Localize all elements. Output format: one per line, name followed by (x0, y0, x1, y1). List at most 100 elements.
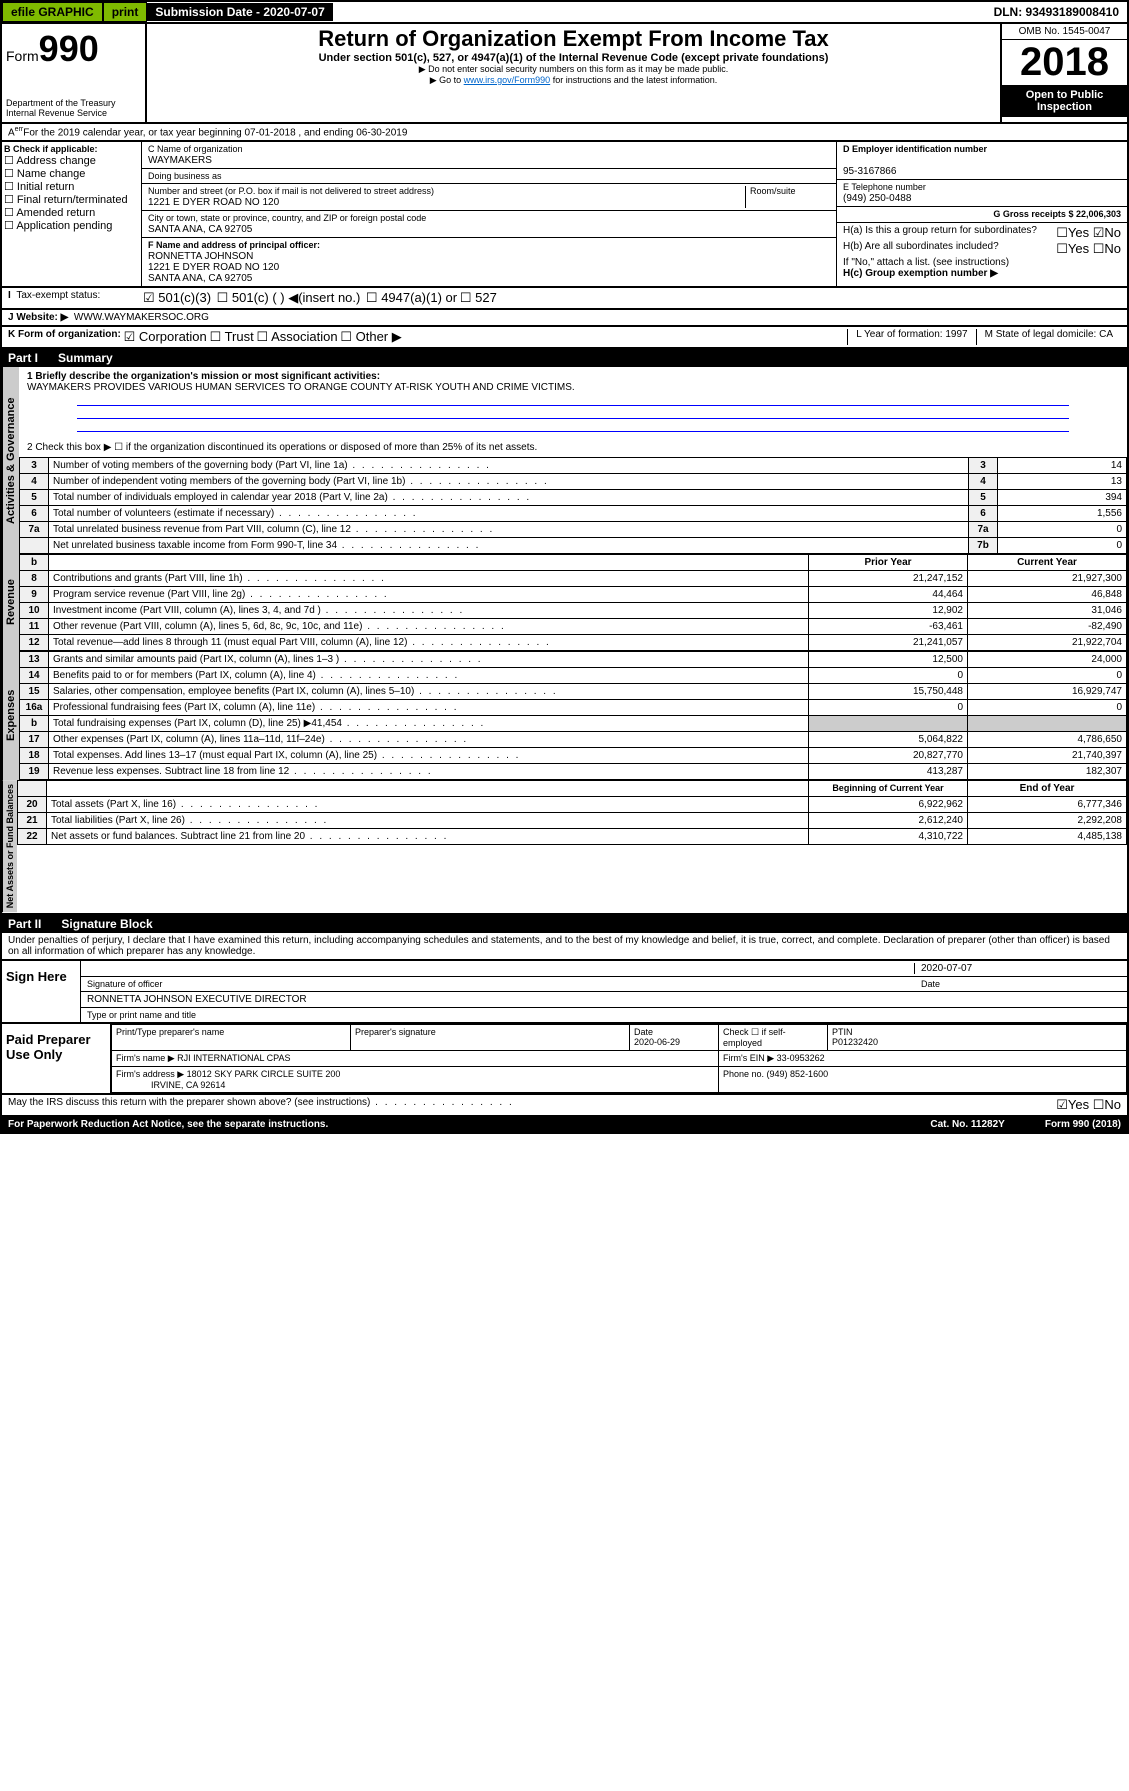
sig-officer-lbl: Signature of officer (87, 979, 915, 989)
firm-lbl: Firm's name ▶ (116, 1053, 175, 1063)
tab-expenses: Expenses (2, 651, 19, 780)
open-public: Open to Public (1026, 89, 1104, 101)
form-word: Form (6, 48, 39, 64)
ptin: P01232420 (832, 1037, 878, 1047)
hb-note: If "No," attach a list. (see instruction… (843, 257, 1121, 268)
cb-501c[interactable]: ☐ 501(c) ( ) ◀(insert no.) (217, 290, 361, 306)
form-title: Return of Organization Exempt From Incom… (149, 26, 998, 52)
officer-addr1: 1221 E DYER ROAD NO 120 (148, 262, 279, 273)
cb-assoc[interactable]: ☐ Association (257, 329, 338, 345)
subtitle-1: Under section 501(c), 527, or 4947(a)(1)… (149, 52, 998, 64)
hc-lbl: H(c) Group exemption number ▶ (843, 268, 1121, 279)
org-name: WAYMAKERS (148, 155, 212, 166)
cb-other[interactable]: ☐ Other ▶ (340, 329, 401, 345)
org-city: SANTA ANA, CA 92705 (148, 224, 252, 235)
sign-date: 2020-07-07 (921, 963, 972, 974)
type-lbl: Type or print name and title (81, 1008, 1127, 1022)
prep-date: 2020-06-29 (634, 1037, 680, 1047)
part2-header: Part IISignature Block (0, 915, 1129, 933)
perjury-text: Under penalties of perjury, I declare th… (0, 933, 1129, 961)
paid-preparer-block: Paid Preparer Use Only Print/Type prepar… (0, 1024, 1129, 1095)
topbar: efile GRAPHIC print Submission Date - 20… (0, 0, 1129, 24)
row-a-period: AerrFor the 2019 calendar year, or tax y… (0, 124, 1129, 142)
sub3a: ▶ Go to (430, 75, 464, 85)
dba-lbl: Doing business as (142, 169, 836, 184)
cb-initial[interactable]: ☐ Initial return (4, 180, 139, 193)
ein: 95-3167866 (843, 166, 896, 177)
cb-final[interactable]: ☐ Final return/terminated (4, 193, 139, 206)
cb-501c3[interactable]: ☑ 501(c)(3) (143, 290, 211, 306)
dept: Department of the Treasury (6, 98, 141, 108)
dln: DLN: 93493189008410 (986, 3, 1127, 21)
form-number: 990 (39, 28, 99, 69)
cb-name[interactable]: ☐ Name change (4, 167, 139, 180)
footer-row: For Paperwork Reduction Act Notice, see … (0, 1117, 1129, 1134)
c-name-lbl: C Name of organization (148, 144, 243, 154)
expenses-table: 13Grants and similar amounts paid (Part … (19, 651, 1127, 780)
tab-netassets: Net Assets or Fund Balances (2, 780, 17, 912)
mission-text: WAYMAKERS PROVIDES VARIOUS HUMAN SERVICE… (27, 382, 575, 393)
irs-link[interactable]: www.irs.gov/Form990 (464, 75, 551, 85)
sub3b: for instructions and the latest informat… (550, 75, 717, 85)
discuss-text: May the IRS discuss this return with the… (8, 1097, 514, 1113)
sign-here-lbl: Sign Here (2, 961, 81, 1022)
cb-trust[interactable]: ☐ Trust (210, 329, 254, 345)
governance-table: 3Number of voting members of the governi… (19, 457, 1127, 554)
addr-lbl: Number and street (or P.O. box if mail i… (148, 186, 434, 196)
submission-date: Submission Date - 2020-07-07 (147, 3, 332, 21)
officer-name: RONNETTA JOHNSON (148, 251, 253, 262)
tab-revenue: Revenue (2, 554, 19, 651)
cb-4947[interactable]: ☐ 4947(a)(1) or (366, 290, 457, 306)
room-lbl: Room/suite (745, 186, 830, 208)
omb: OMB No. 1545-0047 (1002, 24, 1127, 40)
tax-year: 2018 (1002, 40, 1127, 85)
phone: (949) 250-0488 (843, 193, 911, 204)
k-lbl: K Form of organization: (8, 329, 121, 345)
firm-addr2: IRVINE, CA 92614 (151, 1080, 225, 1090)
line1: 1 Briefly describe the organization's mi… (19, 367, 1127, 438)
ha-yn[interactable]: ☐Yes ☑No (1056, 225, 1121, 241)
cb-527[interactable]: ☐ 527 (460, 290, 497, 306)
prep-sig-lbl: Preparer's signature (351, 1024, 630, 1050)
self-emp[interactable]: Check ☐ if self-employed (719, 1024, 828, 1050)
colb-header: B Check if applicable: (4, 144, 139, 154)
form-footer: Form 990 (2018) (1045, 1119, 1121, 1130)
e-lbl: E Telephone number (843, 182, 926, 192)
cb-amended[interactable]: ☐ Amended return (4, 206, 139, 219)
irs: Internal Revenue Service (6, 108, 141, 118)
section-bcd: B Check if applicable: ☐ Address change … (0, 142, 1129, 288)
cat-no: Cat. No. 11282Y (930, 1119, 1004, 1130)
g-receipts: G Gross receipts $ 22,006,303 (993, 209, 1121, 219)
part1-header: Part ISummary (0, 349, 1129, 367)
sign-here-block: Sign Here 2020-07-07 Signature of office… (0, 961, 1129, 1024)
org-addr: 1221 E DYER ROAD NO 120 (148, 197, 279, 208)
cb-address[interactable]: ☐ Address change (4, 154, 139, 167)
officer-addr2: SANTA ANA, CA 92705 (148, 273, 252, 284)
prep-name-lbl: Print/Type preparer's name (112, 1024, 351, 1050)
efile-button[interactable]: efile GRAPHIC (2, 2, 103, 22)
row-k: K Form of organization: ☑ Corporation ☐ … (0, 327, 1129, 349)
netassets-table: Beginning of Current YearEnd of Year20To… (17, 780, 1127, 845)
tab-governance: Activities & Governance (2, 367, 19, 554)
firm-name: RJI INTERNATIONAL CPAS (177, 1053, 290, 1063)
line2: 2 Check this box ▶ ☐ if the organization… (19, 438, 1127, 457)
print-button[interactable]: print (103, 2, 148, 22)
website-row: J Website: ▶ WWW.WAYMAKERSOC.ORG (0, 310, 1129, 327)
firm-addr-lbl: Firm's address ▶ (116, 1069, 184, 1079)
firm-addr1: 18012 SKY PARK CIRCLE SUITE 200 (187, 1069, 341, 1079)
form-header: Form990 Department of the Treasury Inter… (0, 24, 1129, 124)
discuss-yn[interactable]: ☑Yes ☐No (1056, 1097, 1121, 1113)
hb-yn[interactable]: ☐Yes ☐No (1056, 241, 1121, 257)
d-lbl: D Employer identification number (843, 144, 987, 154)
firm-ein: Firm's EIN ▶ 33-0953262 (719, 1050, 1127, 1066)
cb-corp[interactable]: ☑ Corporation (124, 329, 207, 345)
revenue-table: bPrior YearCurrent Year8Contributions an… (19, 554, 1127, 651)
officer-sig-name: RONNETTA JOHNSON EXECUTIVE DIRECTOR (87, 994, 307, 1005)
paid-lbl: Paid Preparer Use Only (2, 1024, 111, 1093)
tax-exempt-row: I Tax-exempt status: ☑ 501(c)(3) ☐ 501(c… (0, 288, 1129, 310)
discuss-row: May the IRS discuss this return with the… (0, 1095, 1129, 1117)
cb-pending[interactable]: ☐ Application pending (4, 219, 139, 232)
hb-lbl: H(b) Are all subordinates included? (843, 241, 999, 257)
te-lbl: I Tax-exempt status: (8, 290, 143, 306)
l-year: L Year of formation: 1997 (847, 329, 975, 345)
